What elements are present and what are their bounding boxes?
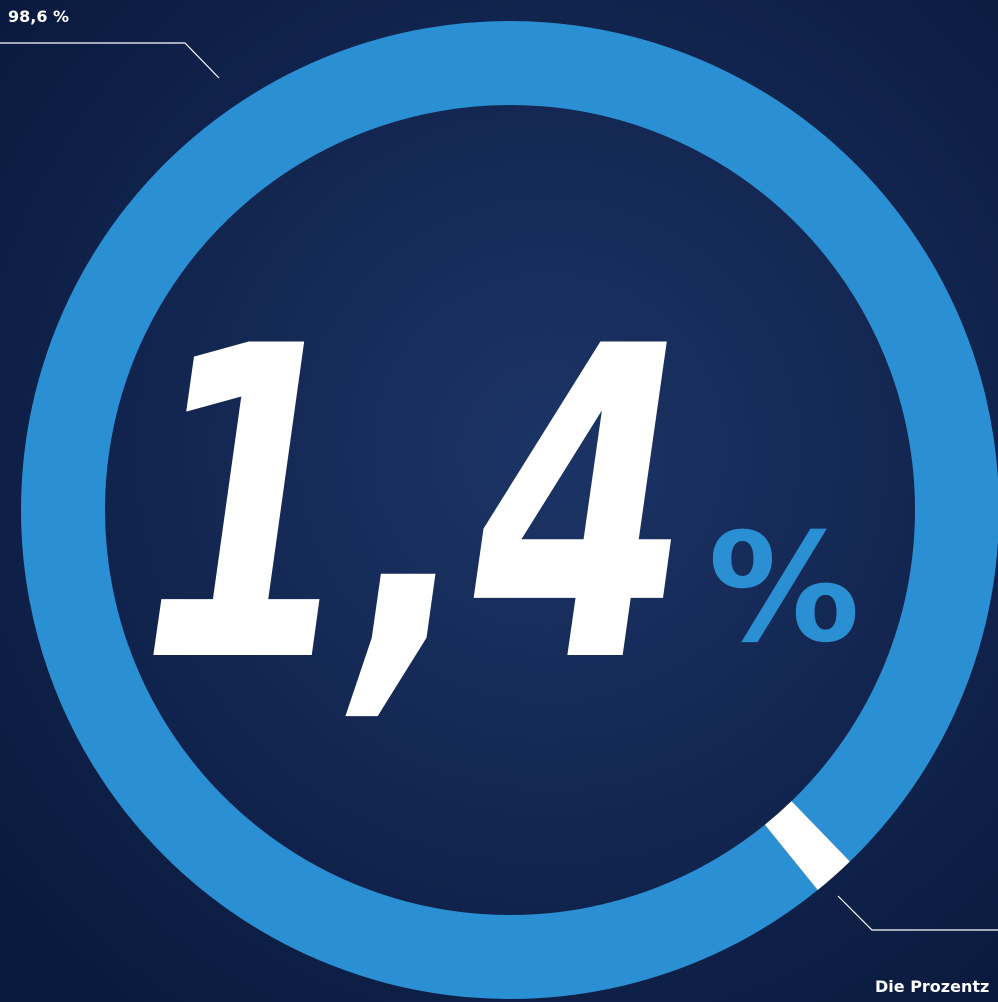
leader-line — [0, 42, 220, 79]
donut-slice — [764, 800, 850, 891]
caption: Die Prozentz — [875, 977, 989, 996]
donut — [21, 21, 998, 999]
center-value: 1,4 — [140, 257, 690, 757]
center-unit: % — [708, 502, 860, 676]
donut-slice — [21, 21, 998, 999]
leader-line — [837, 895, 998, 931]
slice-label: 98,6 % — [8, 7, 69, 26]
